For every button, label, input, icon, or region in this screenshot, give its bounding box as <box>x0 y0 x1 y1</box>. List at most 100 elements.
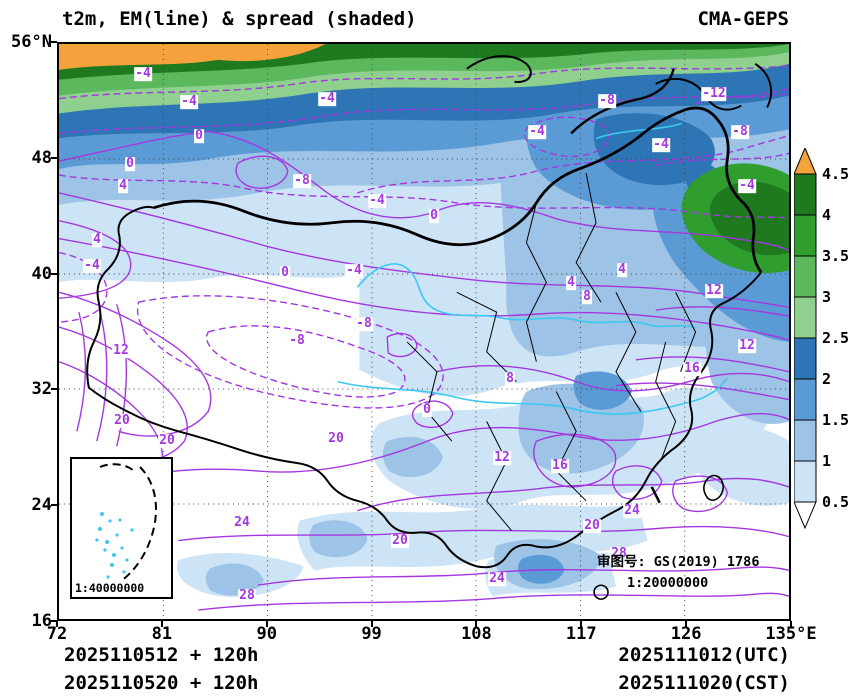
contour-label: -4 <box>738 178 756 194</box>
lon-tick-117: 117 <box>565 624 597 644</box>
model-name: CMA-GEPS <box>697 8 789 30</box>
contour-label: 24 <box>623 503 641 519</box>
contour-label: 0 <box>194 128 204 144</box>
contour-label: -8 <box>288 333 306 349</box>
contour-label: 0 <box>280 265 290 281</box>
contour-label: 4 <box>92 232 102 248</box>
contour-label: -4 <box>528 124 546 140</box>
contour-label: -4 <box>318 91 336 107</box>
lon-tick-126: 126 <box>670 624 702 644</box>
lon-tick-mark <box>790 621 792 627</box>
contour-label: 0 <box>422 402 432 418</box>
svg-text:2.5: 2.5 <box>822 329 849 347</box>
map-canvas <box>59 44 789 619</box>
lat-tick-mark <box>51 272 57 275</box>
lon-tick-81: 81 <box>151 624 173 644</box>
map-approval-block: 审图号: GS(2019) 1786 1:20000000 <box>597 552 759 594</box>
svg-text:2: 2 <box>822 370 831 388</box>
contour-label: -4 <box>83 258 101 274</box>
lat-tick-mark <box>51 41 57 43</box>
lat-tick-48: 48 <box>31 147 52 168</box>
approval-number: GS(2019) 1786 <box>653 554 760 570</box>
nine-dash-line <box>99 463 157 586</box>
footer-init-utc: 2025110512 + 120h <box>64 644 259 666</box>
contour-label: -8 <box>731 124 749 140</box>
contour-label: 28 <box>238 588 256 604</box>
lat-tick-40: 40 <box>31 263 52 284</box>
lon-tick-72: 72 <box>46 624 68 644</box>
contour-label: -8 <box>355 316 373 332</box>
contour-label: 4 <box>118 178 128 194</box>
lat-tick-56: 56°N <box>11 32 52 52</box>
south-china-sea-inset: 1:40000000 <box>70 457 173 599</box>
contour-label: 20 <box>391 533 409 549</box>
lat-tick-16: 16 <box>31 611 52 631</box>
inset-scale-label: 1:40000000 <box>75 581 145 595</box>
contour-label: -8 <box>293 173 311 189</box>
lon-tick-135: 135°E <box>765 624 817 644</box>
lon-tick-mark <box>475 621 478 627</box>
contour-label: 12 <box>112 343 130 359</box>
contour-label: -4 <box>368 193 386 209</box>
latitude-axis: 56°N 48 40 32 24 16 <box>0 0 54 698</box>
contour-label: -12 <box>701 86 727 102</box>
contour-label: 4 <box>566 275 576 291</box>
contour-label: 12 <box>493 450 511 466</box>
contour-label: 0 <box>429 208 439 224</box>
lat-tick-mark <box>51 504 57 507</box>
contour-label: 20 <box>113 413 131 429</box>
lat-tick-mark <box>51 388 57 391</box>
lat-tick-mark <box>51 156 57 159</box>
contour-label: -4 <box>180 94 198 110</box>
contour-label: -4 <box>134 66 152 82</box>
lon-tick-99: 99 <box>361 624 382 644</box>
river-layer <box>337 122 728 415</box>
inset-canvas <box>95 463 157 586</box>
lat-tick-mark <box>51 620 57 622</box>
contour-label: 16 <box>683 361 701 377</box>
contour-labels-layer: -4 -4 -4 -8 -12 -4 -8 -4 0 0 4 -8 -4 -4 0 4 -4 0 -4 4 4 8 12 -8… <box>59 44 789 619</box>
contour-label: -4 <box>652 137 670 153</box>
contour-label: -8 <box>598 93 616 109</box>
lon-tick-mark <box>265 621 268 627</box>
map-scale-label: 1:20000000 <box>627 574 709 591</box>
contour-label: 28 <box>610 546 628 562</box>
footer-init-cst: 2025110520 + 120h <box>64 672 259 694</box>
lon-tick-mark <box>370 621 373 627</box>
contour-label: 0 <box>125 156 135 172</box>
map-area: -4 -4 -4 -8 -12 -4 -8 -4 0 0 4 -8 -4 -4 0 4 -4 0 -4 4 4 8 12 -8… <box>57 42 791 621</box>
colorbar: 4.5 4 3.5 3 2.5 2 1.5 1 0.5 <box>794 148 849 530</box>
svg-text:3.5: 3.5 <box>822 247 849 265</box>
footer-valid-cst: 2025111020(CST) <box>618 672 790 694</box>
svg-text:4.5: 4.5 <box>822 165 849 183</box>
contour-label: 4 <box>617 262 627 278</box>
contour-label: 20 <box>158 433 176 449</box>
lon-tick-108: 108 <box>461 624 492 644</box>
contour-label: 8 <box>582 289 592 305</box>
footer-valid-utc: 2025111012(UTC) <box>618 644 790 666</box>
longitude-axis: 72 81 90 99 108 117 126 135°E <box>0 624 859 644</box>
inset-islands <box>95 512 134 579</box>
chart-title: t2m, EM(line) & spread (shaded) <box>62 8 417 30</box>
shading-layer <box>59 44 789 597</box>
approval-label: 审图号: <box>597 554 646 570</box>
contour-label: 20 <box>583 518 601 534</box>
lon-tick-mark <box>160 621 163 627</box>
contour-label: 24 <box>233 515 251 531</box>
lon-tick-mark <box>56 621 58 627</box>
contour-label: -4 <box>345 263 363 279</box>
contour-label: 20 <box>327 431 345 447</box>
geography-layer <box>86 55 773 600</box>
svg-text:0.5: 0.5 <box>822 493 849 511</box>
lon-tick-mark <box>685 621 688 627</box>
lat-tick-24: 24 <box>31 495 52 516</box>
svg-text:1.5: 1.5 <box>822 411 849 429</box>
contour-label: 24 <box>488 571 506 587</box>
lon-tick-90: 90 <box>256 624 277 644</box>
svg-text:4: 4 <box>822 206 831 224</box>
contour-label: 12 <box>738 338 756 354</box>
svg-text:3: 3 <box>822 288 831 306</box>
contour-label: 8 <box>505 371 515 387</box>
contour-label: 12 <box>705 283 723 299</box>
